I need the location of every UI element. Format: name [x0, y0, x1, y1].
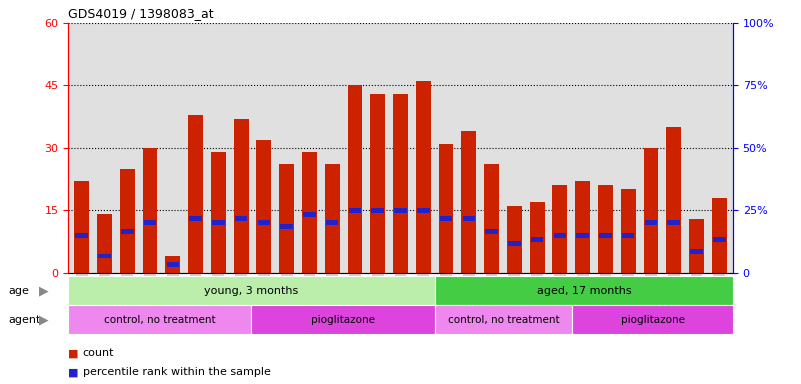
Bar [97, 214, 112, 273]
Bar [75, 233, 88, 238]
Bar [645, 220, 657, 225]
Text: control, no treatment: control, no treatment [104, 314, 215, 325]
Bar [622, 233, 634, 238]
Text: percentile rank within the sample: percentile rank within the sample [83, 367, 271, 377]
Bar [303, 212, 316, 217]
Text: agent: agent [8, 314, 40, 325]
Bar [575, 181, 590, 273]
Bar [689, 218, 704, 273]
Bar [324, 164, 340, 273]
Bar [258, 220, 270, 225]
Bar [394, 208, 407, 213]
Bar [167, 262, 179, 267]
Text: ■: ■ [68, 367, 78, 377]
Bar [188, 114, 203, 273]
Bar [99, 253, 111, 258]
Bar [435, 276, 733, 305]
Bar [211, 152, 226, 273]
Bar [348, 208, 361, 213]
Bar [553, 185, 567, 273]
Bar [120, 169, 135, 273]
Bar [621, 189, 635, 273]
Bar [74, 181, 89, 273]
Bar [712, 198, 727, 273]
Bar [485, 228, 498, 233]
Bar [416, 81, 431, 273]
Bar [68, 305, 252, 334]
Bar [252, 305, 435, 334]
Bar [577, 233, 589, 238]
Bar [435, 305, 573, 334]
Bar [598, 185, 613, 273]
Bar [234, 119, 248, 273]
Text: GDS4019 / 1398083_at: GDS4019 / 1398083_at [68, 7, 214, 20]
Bar [462, 216, 475, 221]
Bar [280, 164, 294, 273]
Bar [68, 276, 435, 305]
Bar [121, 228, 134, 233]
Text: age: age [8, 286, 29, 296]
Bar [326, 220, 339, 225]
Bar [280, 224, 293, 229]
Bar [143, 148, 158, 273]
Text: ■: ■ [68, 348, 78, 358]
Bar [439, 144, 453, 273]
Bar [166, 256, 180, 273]
Text: pioglitazone: pioglitazone [311, 314, 375, 325]
Bar [643, 148, 658, 273]
Bar [235, 216, 248, 221]
Bar [553, 233, 566, 238]
Bar [372, 208, 384, 213]
Bar [667, 220, 680, 225]
Bar [348, 86, 362, 273]
Text: control, no treatment: control, no treatment [448, 314, 559, 325]
Bar [212, 220, 224, 225]
Text: count: count [83, 348, 114, 358]
Bar [529, 202, 545, 273]
Bar [690, 249, 702, 254]
Bar [370, 94, 385, 273]
Bar [144, 220, 156, 225]
Text: pioglitazone: pioglitazone [621, 314, 685, 325]
Bar [302, 152, 317, 273]
Text: ▶: ▶ [39, 313, 49, 326]
Text: young, 3 months: young, 3 months [204, 286, 299, 296]
Bar [713, 237, 726, 242]
Text: aged, 17 months: aged, 17 months [537, 286, 631, 296]
Bar [507, 206, 521, 273]
Bar [393, 94, 408, 273]
Bar [440, 216, 453, 221]
Bar [484, 164, 499, 273]
Bar [531, 237, 543, 242]
Bar [461, 131, 477, 273]
Text: ▶: ▶ [39, 285, 49, 297]
Bar [599, 233, 612, 238]
Bar [573, 305, 733, 334]
Bar [256, 139, 272, 273]
Bar [417, 208, 429, 213]
Bar [666, 127, 681, 273]
Bar [508, 241, 521, 246]
Bar [189, 216, 202, 221]
